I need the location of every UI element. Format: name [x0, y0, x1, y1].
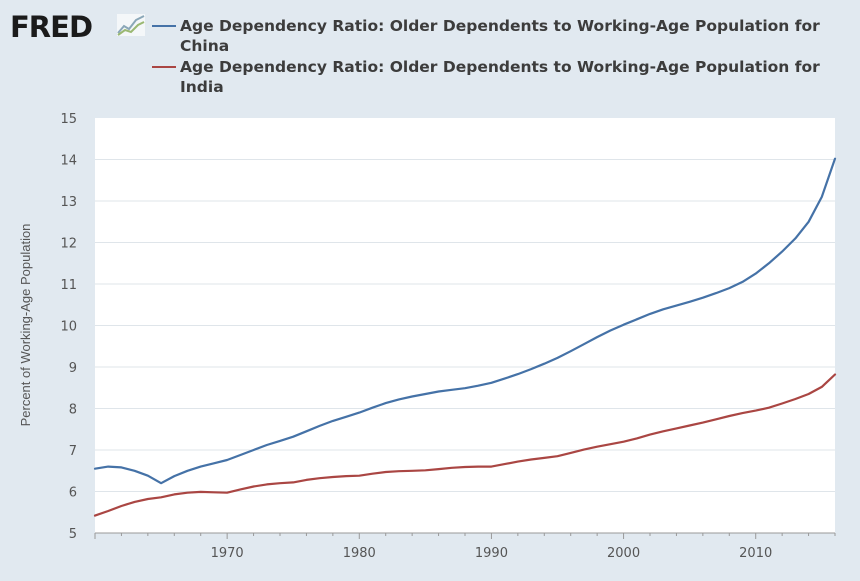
- y-tick-label: 12: [60, 237, 77, 252]
- series-line-india[interactable]: [93, 373, 837, 517]
- grid-lines: [95, 159, 835, 492]
- legend-item-india[interactable]: Age Dependency Ratio: Older Dependents t…: [150, 57, 850, 97]
- x-tick-label: 1980: [343, 546, 376, 561]
- chart-header: FRED Age Dependency Ratio: Older Depende…: [0, 0, 860, 112]
- y-tick-label: 9: [69, 361, 77, 376]
- series-line-china[interactable]: [93, 157, 837, 485]
- y-axis: 5 6 7 8 9 10 11 12 13 14 15: [60, 112, 77, 542]
- y-tick-label: 8: [69, 403, 77, 418]
- chart-legend: Age Dependency Ratio: Older Dependents t…: [150, 16, 850, 98]
- x-tick-label: 1970: [211, 546, 244, 561]
- line-chart-icon: [117, 14, 145, 36]
- x-tick-label: 1990: [475, 546, 508, 561]
- y-tick-label: 14: [60, 154, 77, 169]
- legend-label-india: Age Dependency Ratio: Older Dependents t…: [180, 58, 820, 96]
- y-axis-label: Percent of Working-Age Population: [18, 224, 33, 427]
- y-tick-label: 7: [69, 444, 77, 459]
- legend-swatch-china: [152, 25, 176, 27]
- y-tick-label: 6: [69, 486, 77, 501]
- y-tick-label: 11: [60, 278, 77, 293]
- y-tick-label: 13: [60, 195, 77, 210]
- legend-swatch-india: [152, 66, 176, 68]
- legend-label-china: Age Dependency Ratio: Older Dependents t…: [180, 17, 820, 55]
- fred-logo[interactable]: FRED: [10, 10, 93, 44]
- x-axis: 1970 1980 1990 2000 2010: [94, 532, 836, 561]
- series-layer: [93, 157, 837, 517]
- y-tick-label: 5: [69, 527, 77, 542]
- legend-item-china[interactable]: Age Dependency Ratio: Older Dependents t…: [150, 16, 850, 56]
- x-tick-label: 2000: [607, 546, 640, 561]
- y-tick-label: 15: [60, 112, 77, 127]
- y-tick-label: 10: [60, 320, 77, 335]
- x-tick-label: 2010: [739, 546, 772, 561]
